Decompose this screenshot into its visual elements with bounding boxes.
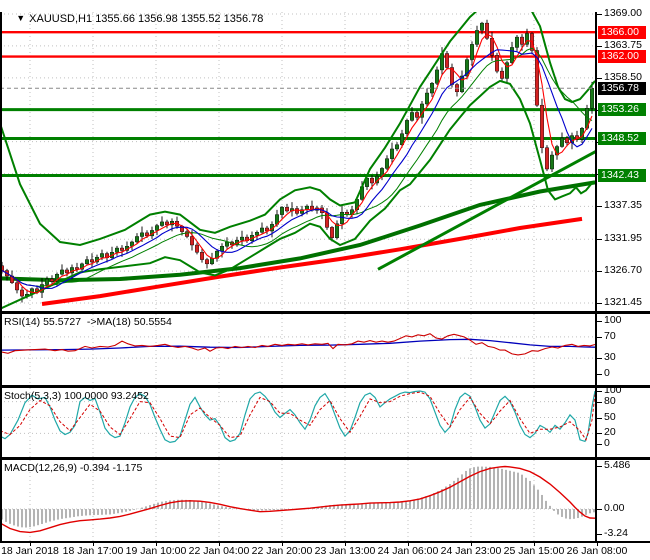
stoch-scale-label: 80	[604, 394, 616, 407]
right-chart-border	[595, 12, 597, 543]
price-scale-label: 1326.70	[604, 264, 642, 277]
symbol-dropdown-icon[interactable]: ▼	[16, 13, 26, 23]
time-axis-label: 24 Jan 06:00	[377, 545, 439, 557]
stoch-scale-label: 20	[604, 426, 616, 439]
rsi-scale-label: 0	[604, 367, 610, 379]
time-axis-line	[0, 541, 650, 543]
scale-tick	[597, 417, 602, 419]
scale-tick	[597, 206, 602, 208]
chart-title: ▼ XAUUSD,H1 1355.66 1356.98 1355.52 1356.…	[4, 1, 263, 37]
time-tick	[345, 541, 346, 546]
scale-tick	[597, 45, 602, 47]
main-price-chart[interactable]	[0, 12, 597, 311]
stoch-label: Stoch(5,3,3) 100.0000 93.2452	[4, 390, 149, 402]
macd-scale-label: 0.00	[604, 502, 625, 514]
time-axis-label: 22 Jan 04:00	[188, 545, 250, 557]
time-tick	[408, 541, 409, 546]
symbol-period-label: XAUUSD,H1	[29, 13, 93, 25]
time-axis-label: 22 Jan 20:00	[251, 545, 313, 557]
time-axis-label: 18 Jan 17:00	[62, 545, 124, 557]
price-scale-label: 1358.50	[604, 70, 642, 83]
time-tick	[156, 541, 157, 546]
left-chart-border	[0, 12, 2, 543]
separator-rsi-stoch[interactable]	[0, 385, 650, 388]
stoch-scale-label: 0	[604, 437, 610, 449]
time-axis-label: 26 Jan 08:00	[566, 545, 628, 557]
time-axis-label: 18 Jan 2018	[1, 545, 59, 557]
scale-tick	[597, 77, 602, 79]
macd-scale-label: 5.486	[604, 459, 631, 472]
scale-tick	[597, 466, 602, 468]
price-scale-label: 1369.00	[604, 7, 642, 19]
price-scale-label: 1363.75	[604, 38, 642, 51]
scale-tick	[597, 509, 602, 510]
rsi-scale-label: 30	[604, 351, 616, 364]
ohlc-readout: 1355.66 1356.98 1355.52 1356.78	[95, 13, 264, 25]
time-axis-label: 24 Jan 23:00	[440, 545, 502, 557]
separator-stoch-macd[interactable]	[0, 457, 650, 460]
time-tick	[534, 541, 535, 546]
rsi-label: RSI(14) 55.5727 ->MA(18) 50.5554	[4, 316, 172, 328]
time-tick	[93, 541, 94, 546]
scale-tick	[597, 401, 602, 403]
scale-tick	[597, 239, 602, 241]
scale-tick	[597, 14, 602, 15]
time-tick	[597, 541, 598, 546]
time-tick	[471, 541, 472, 546]
macd-panel[interactable]	[0, 460, 597, 541]
price-badge-support: 1342.43	[598, 169, 646, 183]
stochastic-panel[interactable]	[0, 388, 597, 457]
time-tick	[30, 541, 31, 546]
scale-tick	[597, 303, 602, 305]
price-badge-support: 1353.26	[598, 103, 646, 117]
price-badge-support: 1348.52	[598, 131, 646, 145]
scale-tick	[597, 444, 602, 445]
price-badge-resistance: 1366.00	[598, 25, 646, 39]
scale-tick	[597, 321, 602, 322]
price-scale-label: 1321.45	[604, 296, 642, 309]
time-axis-label: 25 Jan 15:00	[503, 545, 565, 557]
scale-tick	[597, 391, 602, 392]
scale-tick	[597, 336, 602, 338]
price-scale-label: 1337.35	[604, 199, 642, 212]
scale-tick	[597, 271, 602, 273]
rsi-scale-label: 70	[604, 329, 616, 342]
stoch-scale-label: 50	[604, 410, 616, 423]
separator-main-rsi[interactable]	[0, 311, 650, 314]
price-badge-resistance: 1362.00	[598, 50, 646, 64]
time-axis-label: 19 Jan 10:00	[125, 545, 187, 557]
price-scale-label: 1331.95	[604, 232, 642, 245]
macd-label: MACD(12,26,9) -0.394 -1.175	[4, 462, 143, 474]
rsi-scale-label: 100	[604, 314, 622, 326]
macd-scale-label: -3.24	[604, 527, 628, 540]
price-badge-current: 1356.78	[598, 81, 646, 95]
scale-tick	[597, 534, 602, 536]
scale-tick	[597, 374, 602, 375]
stoch-scale-label: 100	[604, 384, 622, 396]
time-tick	[282, 541, 283, 546]
scale-tick	[597, 358, 602, 360]
time-tick	[219, 541, 220, 546]
time-axis-label: 23 Jan 13:00	[314, 545, 376, 557]
rsi-panel[interactable]	[0, 314, 597, 385]
scale-tick	[597, 433, 602, 435]
